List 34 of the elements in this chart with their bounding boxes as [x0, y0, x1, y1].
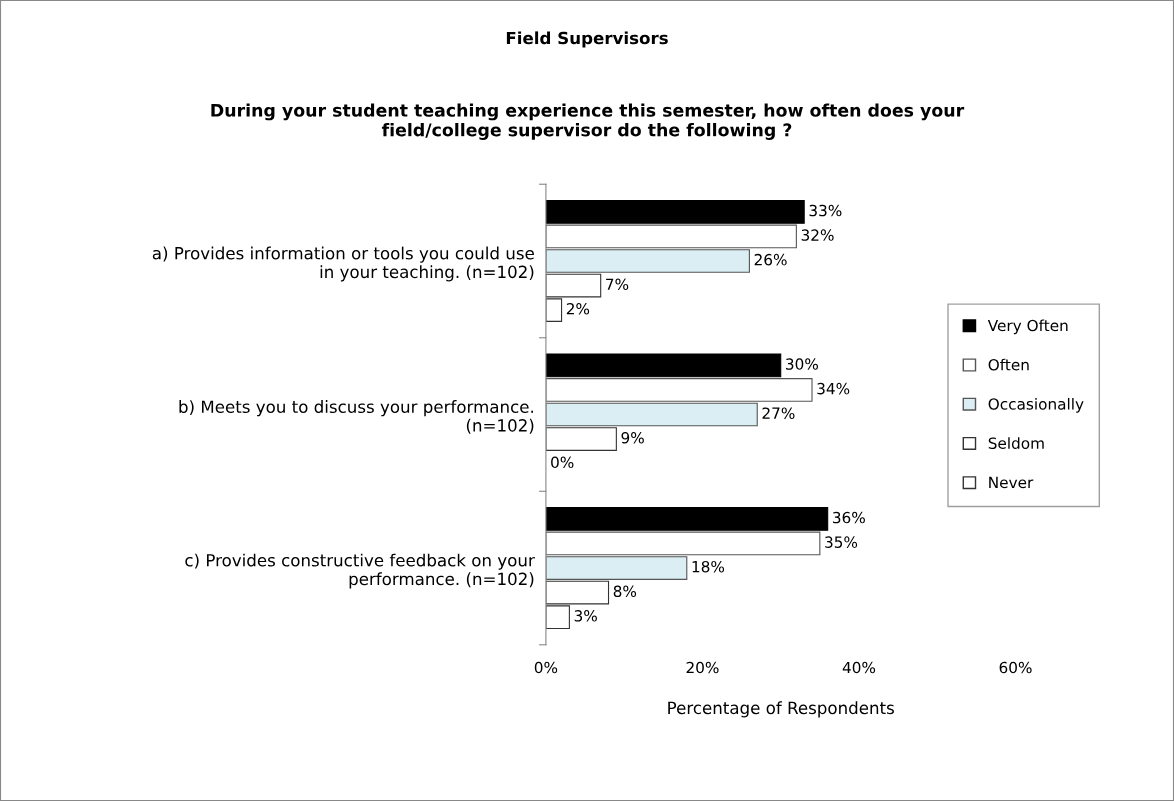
- data-label: 7%: [606, 278, 629, 290]
- legend-label: Often: [988, 358, 1029, 371]
- x-tick-label: 20%: [686, 661, 719, 674]
- data-label: 0%: [551, 456, 574, 469]
- x-axis-title: Percentage of Respondents: [668, 701, 894, 718]
- data-label: 34%: [817, 382, 850, 395]
- data-label: 32%: [801, 229, 834, 241]
- y-tick-label: a) Provides information or tools you could use in your teaching. (n=102): [152, 246, 534, 282]
- data-label: 30%: [786, 358, 818, 370]
- x-tick-label: 60%: [999, 661, 1032, 674]
- data-label: 33%: [809, 204, 842, 217]
- data-label: 26%: [754, 253, 787, 266]
- data-label: 27%: [762, 407, 795, 419]
- data-label: 35%: [825, 536, 858, 548]
- bar: [545, 427, 617, 451]
- data-label: 36%: [833, 511, 865, 524]
- bar: [545, 353, 782, 378]
- x-tick-label: 40%: [842, 661, 876, 674]
- x-tick-label: 0%: [534, 661, 558, 674]
- legend-label: Seldom: [988, 437, 1044, 449]
- bar: [545, 200, 805, 224]
- legend-label: Never: [989, 476, 1034, 489]
- y-tick-label: b) Meets you to discuss your performance. (n=102): [179, 400, 534, 434]
- chart-title: Field Supervisors: [506, 31, 668, 48]
- legend-label: Occasionally: [988, 397, 1084, 413]
- bar: [545, 507, 829, 531]
- data-label: 18%: [692, 560, 725, 573]
- data-label: 3%: [574, 610, 597, 622]
- data-label: 8%: [613, 585, 637, 598]
- data-label: 9%: [621, 431, 644, 444]
- data-label: 2%: [566, 303, 590, 315]
- legend-label: Very Often: [987, 319, 1068, 335]
- chart-subtitle: During your student teaching experience this semester, how often does your field/college supervisor do the following ?: [211, 103, 965, 140]
- y-tick-label: c) Provides constructive feedback on your performance. (n=102): [185, 553, 535, 589]
